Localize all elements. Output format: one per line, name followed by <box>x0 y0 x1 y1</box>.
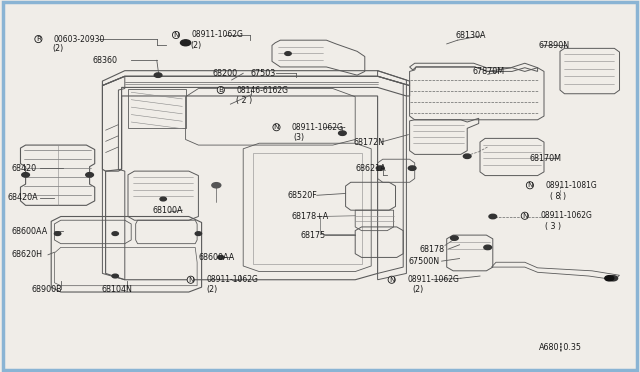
Text: 68130A: 68130A <box>456 31 486 40</box>
Text: 67500N: 67500N <box>408 257 440 266</box>
Text: 68104N: 68104N <box>101 285 132 294</box>
Text: 08911-1062G: 08911-1062G <box>206 275 258 284</box>
Text: 08146-6162G: 08146-6162G <box>236 86 288 94</box>
Text: 68175: 68175 <box>301 231 326 240</box>
Text: 68170M: 68170M <box>530 154 562 163</box>
Circle shape <box>112 274 118 278</box>
Text: ( 3 ): ( 3 ) <box>545 222 561 231</box>
Circle shape <box>285 52 291 55</box>
Circle shape <box>112 232 118 235</box>
Text: 08911-1081G: 08911-1081G <box>545 181 597 190</box>
Text: 68100A: 68100A <box>152 206 183 215</box>
Circle shape <box>376 166 384 170</box>
Text: 67890N: 67890N <box>539 41 570 50</box>
Text: 67870M: 67870M <box>472 67 504 76</box>
Text: 68600AA: 68600AA <box>12 227 48 236</box>
Text: 68520F: 68520F <box>288 191 317 200</box>
Circle shape <box>154 73 162 77</box>
Text: 67503: 67503 <box>251 69 276 78</box>
Text: 08911-1062G-: 08911-1062G- <box>292 123 346 132</box>
Text: (3): (3) <box>293 133 304 142</box>
Text: ( 8 ): ( 8 ) <box>550 192 566 201</box>
Text: N: N <box>188 277 193 283</box>
Text: 68620H: 68620H <box>12 250 42 259</box>
Text: R: R <box>36 36 41 42</box>
Text: 08911-1062G: 08911-1062G <box>191 31 243 39</box>
Text: 08911-1062G: 08911-1062G <box>540 211 592 220</box>
Text: 68178+A: 68178+A <box>291 212 328 221</box>
Circle shape <box>160 197 166 201</box>
Text: N: N <box>527 182 532 188</box>
Circle shape <box>605 276 614 281</box>
Text: 68900B: 68900B <box>32 285 63 294</box>
Text: 68360: 68360 <box>93 56 118 65</box>
Text: N: N <box>173 32 179 38</box>
Circle shape <box>86 173 93 177</box>
Circle shape <box>463 154 471 158</box>
Circle shape <box>451 236 458 240</box>
Text: 68600AA: 68600AA <box>198 253 235 262</box>
Text: ( 2 ): ( 2 ) <box>236 96 252 105</box>
Circle shape <box>54 232 61 235</box>
Text: 68172N: 68172N <box>353 138 385 147</box>
Text: (2): (2) <box>52 44 64 53</box>
Text: 68420A: 68420A <box>8 193 38 202</box>
Text: (2): (2) <box>191 41 202 50</box>
Text: (2): (2) <box>413 285 424 294</box>
Text: N: N <box>274 124 279 130</box>
Text: N: N <box>522 213 527 219</box>
Text: 68621A: 68621A <box>355 164 386 173</box>
Circle shape <box>484 245 492 250</box>
Circle shape <box>212 183 221 188</box>
Circle shape <box>180 40 191 46</box>
Text: A680┇0.35: A680┇0.35 <box>539 342 582 351</box>
Text: 68420: 68420 <box>12 164 36 173</box>
Text: 00603-20930: 00603-20930 <box>54 35 105 44</box>
Circle shape <box>218 256 224 259</box>
Text: B: B <box>218 87 223 93</box>
Text: N: N <box>389 277 394 283</box>
Circle shape <box>489 214 497 219</box>
Text: 68200: 68200 <box>212 69 237 78</box>
Circle shape <box>408 166 416 170</box>
Circle shape <box>22 173 29 177</box>
Circle shape <box>609 276 618 281</box>
Text: 08911-1062G: 08911-1062G <box>407 275 459 284</box>
Circle shape <box>195 232 202 235</box>
Text: (2): (2) <box>206 285 218 294</box>
Text: 68178: 68178 <box>419 245 444 254</box>
Circle shape <box>339 131 346 135</box>
